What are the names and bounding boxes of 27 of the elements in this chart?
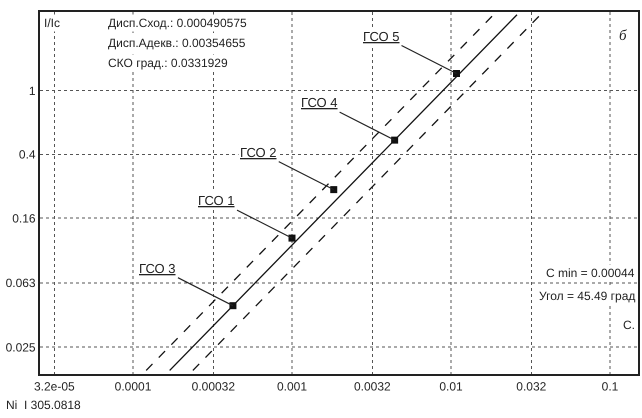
text: Ni I 305.0818	[6, 398, 82, 412]
annotation: Дисп.Сход.: 0.000490575	[108, 16, 248, 30]
annotation: ГСО 4	[301, 95, 338, 110]
y-tick-label: 0.025	[6, 340, 36, 354]
x-tick-label: 0.0001	[114, 379, 152, 394]
y-tick-label: 1	[28, 84, 36, 98]
annotation: C min = 0.00044	[546, 266, 635, 280]
annotation: ГСО 2	[240, 145, 277, 160]
annotation: Дисп.Адекв.: 0.00354655	[108, 36, 246, 50]
x-tick-label: 0.0032	[354, 379, 392, 394]
x-tick-label: 0.01	[439, 379, 464, 394]
annotation: C.	[623, 318, 635, 332]
y-axis-title: I/Ic	[44, 16, 60, 30]
x-tick-label: 0.00032	[192, 379, 236, 394]
x-tick-label: 0.1	[602, 379, 619, 394]
annotation: б	[619, 28, 627, 44]
y-tick-label: 0.4	[18, 148, 36, 162]
x-tick-label: 0.001	[276, 379, 308, 394]
annotation: СКО град.: 0.0331929	[108, 56, 228, 70]
annotation: Угол = 45.49 град	[539, 289, 636, 303]
annotation: ГСО 3	[139, 261, 176, 276]
annotation: ГСО 1	[198, 193, 235, 208]
y-tick-label: 0.063	[6, 276, 36, 290]
annotation: ГСО 5	[363, 29, 400, 44]
y-tick-label: 0.16	[12, 211, 36, 226]
x-tick-label: 0.032	[516, 379, 547, 394]
x-tick-label: 3.2e-05	[34, 379, 76, 394]
